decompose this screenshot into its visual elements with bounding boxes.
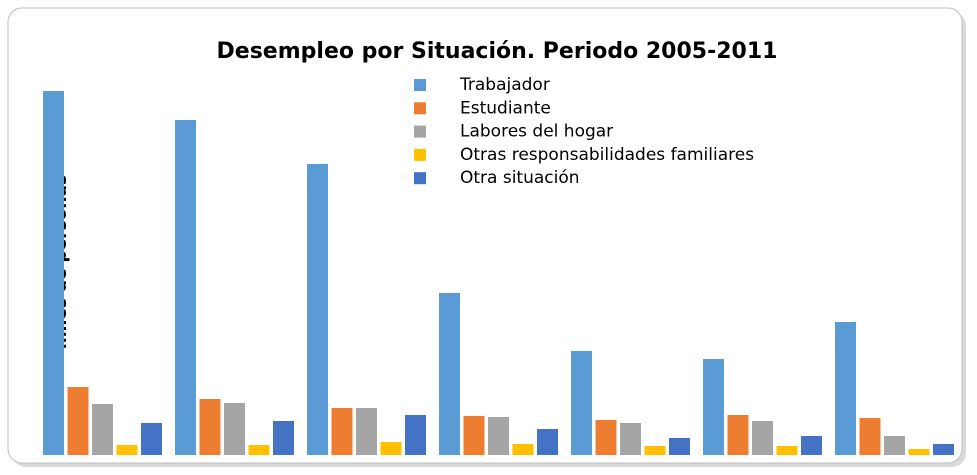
bar [595,420,617,455]
legend-swatch [414,102,426,115]
legend-swatch [414,148,426,161]
legend-swatch [414,125,426,138]
bar [67,387,89,455]
bar [199,399,221,455]
bar [859,418,881,455]
legend-label: Labores del hogar [460,122,613,142]
bar [801,436,822,455]
legend-swatch [414,79,426,91]
legend-label: Trabajador [459,75,550,95]
bar [776,446,798,455]
bar [224,403,245,455]
bar [835,322,856,455]
bar [669,438,690,455]
bar [644,446,666,455]
bar [727,415,749,455]
bar [331,408,353,455]
bar [405,415,426,455]
bar [884,436,905,455]
bar [273,421,294,455]
bar [488,417,509,455]
bar [141,423,162,455]
bar [571,351,592,455]
legend: Trabajador Estudiante Labores del hogar Otr… [414,75,754,188]
bar [752,421,773,455]
bar [908,449,930,455]
bar [116,445,138,455]
bar [620,423,641,455]
legend-label: Estudiante [460,98,551,118]
frame [7,7,963,464]
legend-label: Otras responsabilidades familiares [460,145,754,165]
bar [439,293,460,455]
bar [380,442,402,455]
legend-swatch [414,172,426,185]
bar [463,416,485,455]
bar [43,91,64,455]
bar [248,445,270,455]
bar [933,444,954,455]
bar [356,408,377,455]
bar [175,120,196,455]
chart-title: Desempleo por Situación. Periodo 2005-20… [217,39,778,64]
bar [512,444,534,455]
legend-label: Otra situación [460,168,580,188]
bar [307,164,328,455]
bar [703,359,724,455]
bar [92,404,113,455]
bar [537,429,558,455]
